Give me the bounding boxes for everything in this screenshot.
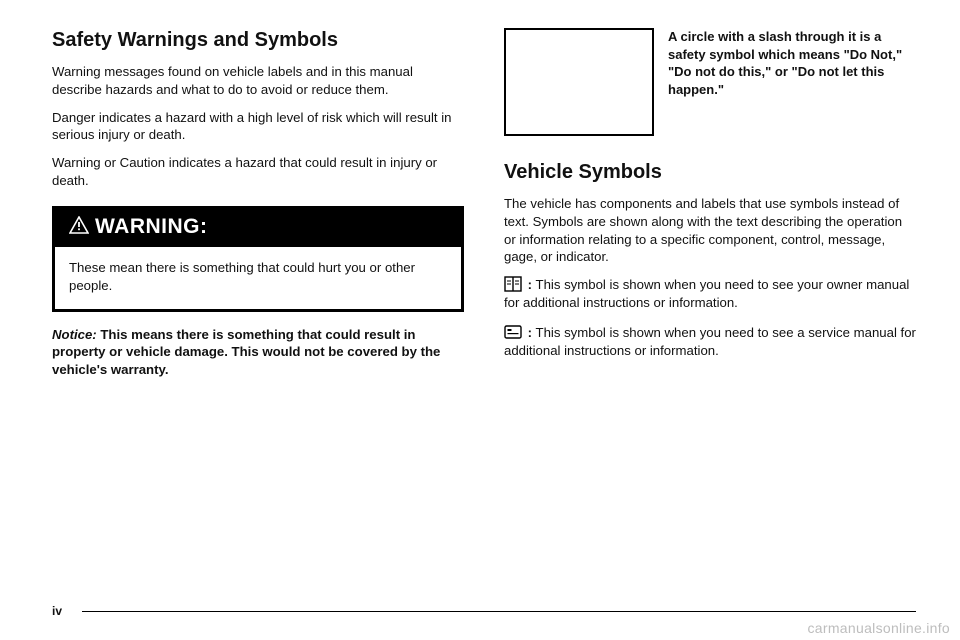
warning-triangle-icon <box>69 216 89 237</box>
safety-paragraph-1: Warning messages found on vehicle labels… <box>52 63 464 99</box>
owner-manual-text: This symbol is shown when you need to se… <box>504 277 909 310</box>
page-number: iv <box>52 604 62 618</box>
warning-callout: WARNING: These mean there is something t… <box>52 206 464 312</box>
left-column: Safety Warnings and Symbols Warning mess… <box>52 28 464 568</box>
circle-slash-placeholder <box>504 28 654 136</box>
warning-body: These mean there is something that could… <box>55 247 461 309</box>
footer-rule <box>82 611 916 612</box>
two-column-layout: Safety Warnings and Symbols Warning mess… <box>52 28 916 568</box>
circle-slash-row: A circle with a slash through it is a sa… <box>504 28 916 136</box>
right-column: A circle with a slash through it is a sa… <box>504 28 916 568</box>
vehicle-symbols-heading: Vehicle Symbols <box>504 160 916 185</box>
owner-manual-symbol-line: : This symbol is shown when you need to … <box>504 276 916 312</box>
warning-header: WARNING: <box>55 209 461 247</box>
watermark-text: carmanualsonline.info <box>808 620 951 636</box>
notice-label: Notice: <box>52 327 97 342</box>
page: Safety Warnings and Symbols Warning mess… <box>0 0 960 640</box>
safety-heading: Safety Warnings and Symbols <box>52 28 464 53</box>
notice-paragraph: Notice: This means there is something th… <box>52 326 464 379</box>
owner-manual-colon: : <box>528 277 532 292</box>
service-manual-colon: : <box>528 325 532 340</box>
service-manual-icon <box>504 324 522 340</box>
notice-text: This means there is something that could… <box>52 327 440 378</box>
service-manual-symbol-line: : This symbol is shown when you need to … <box>504 324 916 360</box>
circle-slash-caption: A circle with a slash through it is a sa… <box>668 28 916 136</box>
safety-paragraph-2: Danger indicates a hazard with a high le… <box>52 109 464 145</box>
vehicle-symbols-paragraph: The vehicle has components and labels th… <box>504 195 916 266</box>
warning-title: WARNING: <box>95 215 208 239</box>
service-manual-text: This symbol is shown when you need to se… <box>504 325 916 358</box>
owner-manual-icon <box>504 276 522 292</box>
safety-paragraph-3: Warning or Caution indicates a hazard th… <box>52 154 464 190</box>
page-footer: iv <box>52 604 916 618</box>
